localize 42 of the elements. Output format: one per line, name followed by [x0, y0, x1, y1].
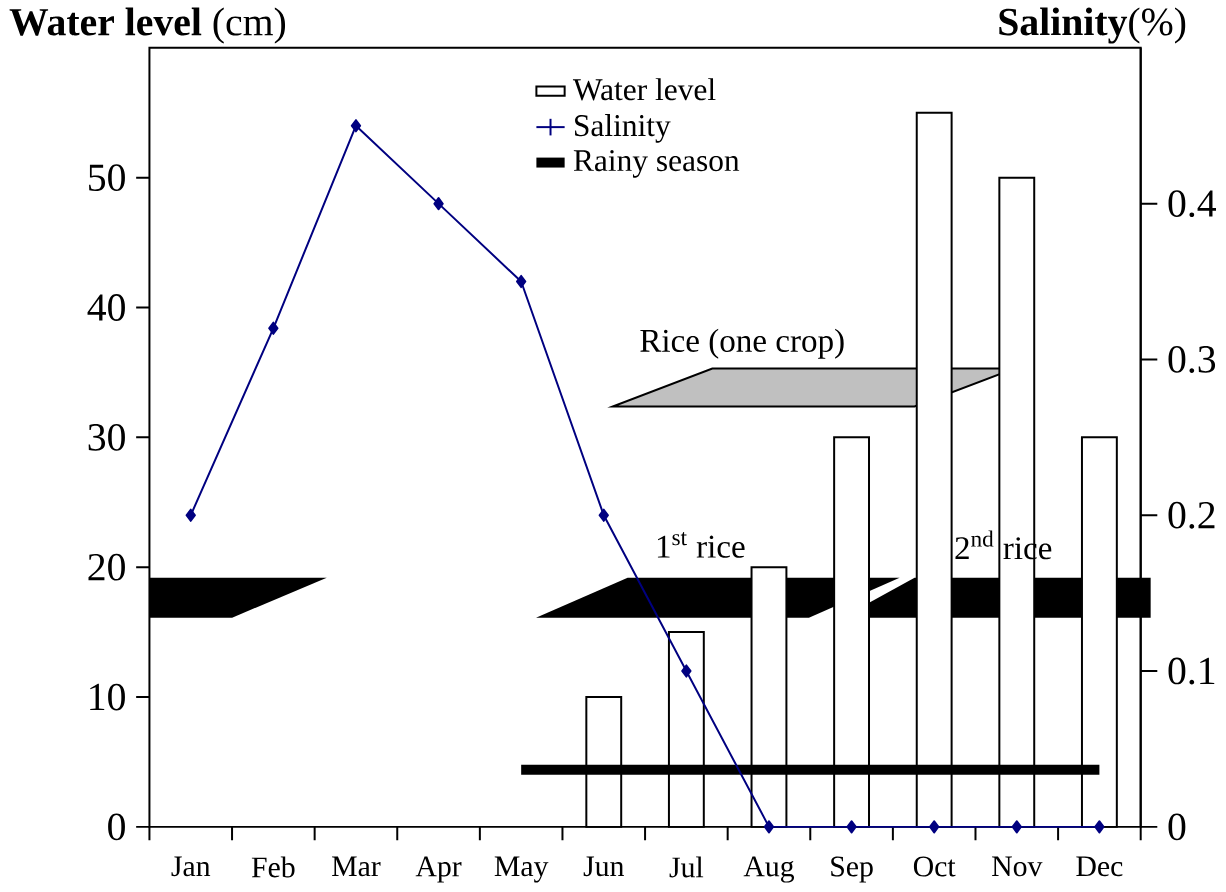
y-tick-label: 10	[90, 683, 125, 711]
point	[1094, 820, 1105, 834]
y2-tick-label: 0.1	[1168, 657, 1215, 685]
x-tick-label: Mar	[332, 856, 381, 877]
legend-label: Salinity	[575, 114, 671, 143]
point	[929, 820, 940, 834]
y2-axis-title: Salinity(%)	[999, 7, 1186, 44]
y2-tick-label: 0.4	[1168, 190, 1216, 218]
x-tick-label: Jul	[669, 856, 704, 878]
x-tick-label: Feb	[251, 856, 295, 878]
y-tick-label: 0	[108, 813, 125, 841]
point	[763, 820, 775, 834]
x-tick-label: Jun	[583, 856, 624, 877]
x-tick-label: Aug	[743, 856, 795, 883]
x-tick-label: Sep	[831, 856, 873, 883]
point	[846, 820, 857, 834]
y2-tick-label: 0	[1168, 813, 1186, 841]
point	[433, 197, 444, 211]
y-tick-label: 20	[88, 553, 125, 581]
x-tick-label: Dec	[1076, 856, 1123, 877]
annotation: Rice (one crop)	[640, 328, 844, 359]
y-axis-title: Water level (cm)	[9, 7, 286, 44]
legend-label: Water level	[572, 78, 716, 101]
x-tick-label: Oct	[913, 856, 956, 877]
point	[350, 119, 362, 133]
y-tick-label: 40	[87, 294, 125, 321]
point	[598, 508, 609, 522]
x-tick-label: Apr	[415, 856, 462, 883]
x-tick-label: Nov	[992, 856, 1043, 877]
annotation: 1$^{st}$ rice	[657, 532, 745, 558]
x-tick-label: May	[494, 856, 549, 883]
point	[1011, 820, 1022, 834]
y2-tick-label: 0.3	[1168, 345, 1216, 373]
point	[268, 321, 279, 335]
point	[515, 274, 527, 289]
y-tick-label: 30	[88, 423, 125, 451]
y2-tick-label: 0.2	[1168, 501, 1215, 529]
legend-label: Rainy season	[573, 150, 740, 178]
point	[185, 508, 196, 522]
x-tick-label: Jan	[171, 856, 211, 877]
point	[681, 664, 692, 678]
y-tick-label: 50	[89, 164, 125, 192]
